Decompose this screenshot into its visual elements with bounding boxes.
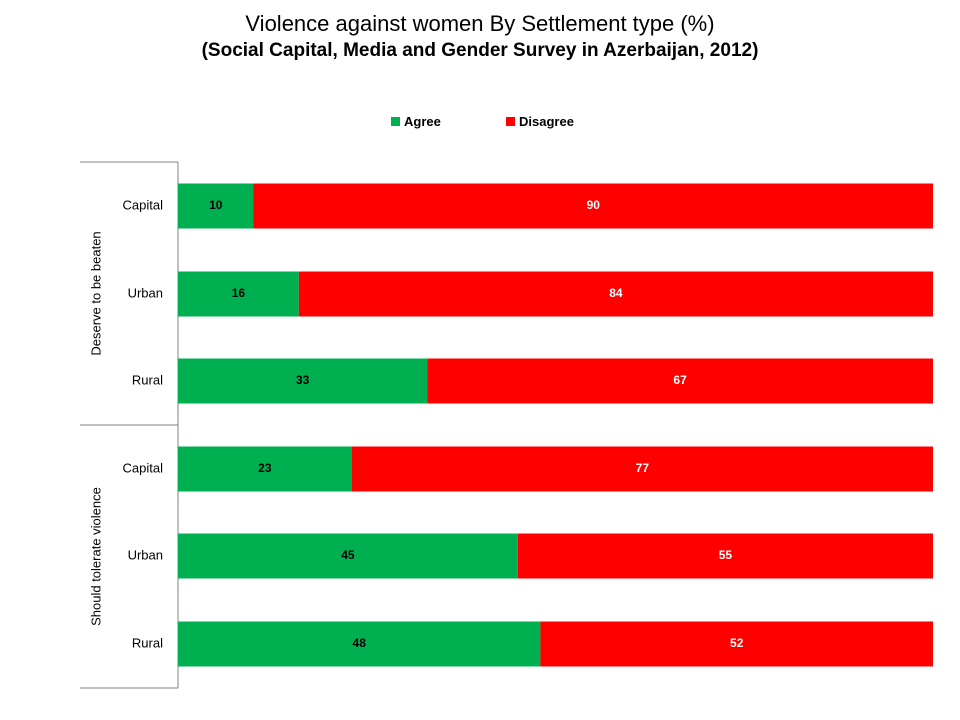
data-label-agree: 23 [258,461,272,475]
category-label: Capital [123,460,164,475]
group-label: Deserve to be beaten [88,231,103,355]
data-label-disagree: 77 [636,461,650,475]
category-label: Rural [132,372,163,387]
bar-agree [178,358,428,404]
category-label: Urban [128,547,163,562]
bar-disagree [253,183,933,229]
bar-disagree [351,446,933,492]
bar-agree [178,446,352,492]
category-label: Rural [132,635,163,650]
category-label: Urban [128,285,163,300]
legend-item-disagree: Disagree [506,114,574,129]
legend-label-disagree: Disagree [519,114,574,129]
legend-swatch-disagree [506,117,515,126]
data-label-agree: 10 [209,198,223,212]
chart-legend: Agree Disagree [0,114,960,132]
bar-agree [178,183,254,229]
category-label: Capital [123,197,164,212]
bar-disagree [298,271,933,317]
data-label-agree: 45 [341,548,355,562]
data-label-disagree: 55 [719,548,733,562]
chart-subtitle: (Social Capital, Media and Gender Survey… [201,40,759,61]
bar-disagree [540,621,933,667]
bar-disagree [427,358,933,404]
data-label-disagree: 90 [587,198,601,212]
group-label: Should tolerate violence [88,487,103,626]
legend-item-agree: Agree [391,114,441,129]
data-label-disagree: 67 [673,373,687,387]
data-label-agree: 16 [232,286,246,300]
data-label-disagree: 84 [609,286,623,300]
bar-disagree [517,533,933,579]
bar-agree [178,533,518,579]
chart-title: Violence against women By Settlement typ… [245,11,715,36]
bar-agree [178,271,299,317]
data-label-disagree: 52 [730,636,744,650]
data-label-agree: 33 [296,373,310,387]
data-label-agree: 48 [353,636,367,650]
chart-title-block: Violence against women By Settlement typ… [0,10,960,64]
bar-agree [178,621,541,667]
legend-label-agree: Agree [404,114,441,129]
legend-swatch-agree [391,117,400,126]
